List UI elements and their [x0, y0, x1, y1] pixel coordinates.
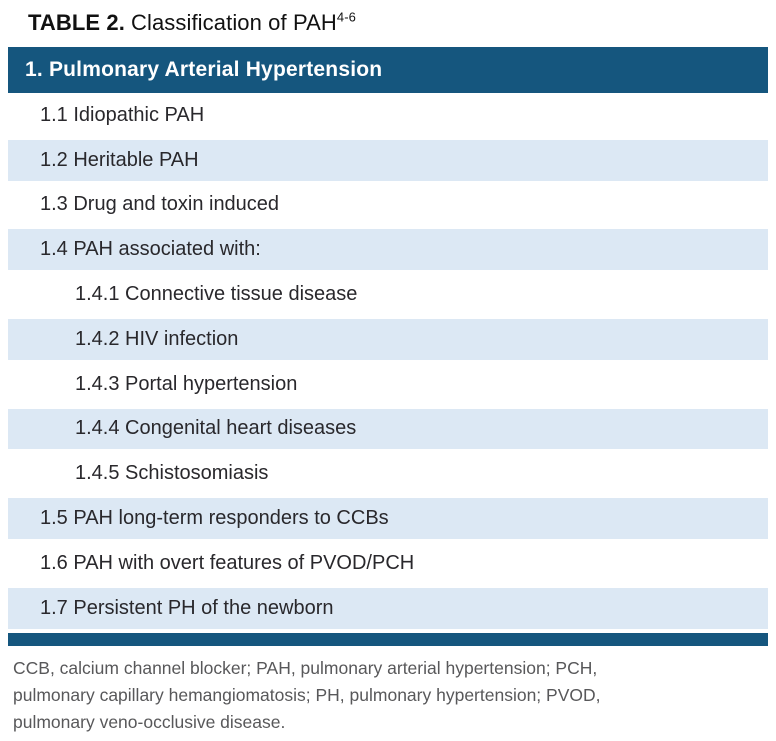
table-row: 1.7 Persistent PH of the newborn — [8, 585, 768, 631]
classification-table: 1. Pulmonary Arterial Hypertension 1.1 I… — [8, 47, 768, 646]
table-row: 1.2 Heritable PAH — [8, 137, 768, 183]
footnote-line: pulmonary capillary hemangiomatosis; PH,… — [13, 684, 601, 705]
table-row: 1.6 PAH with overt features of PVOD/PCH — [40, 551, 415, 574]
footnote-line: CCB, calcium channel blocker; PAH, pulmo… — [13, 657, 598, 678]
classification-rows: 1.1 Idiopathic PAH 1.2 Heritable PAH 1.3 D… — [8, 93, 768, 631]
table-footnote: CCB, calcium channel blocker; PAH, pulmo… — [13, 655, 766, 736]
table-row: 1.4.2 HIV infection — [8, 316, 768, 362]
table-title: TABLE 2. Classification of PAH4-6 — [28, 10, 776, 35]
table-title-reference-superscript: 4-6 — [336, 9, 356, 25]
table-row: 1.4.4 Congenital heart diseases — [8, 406, 768, 452]
table-row: 1.4.3 Portal hypertension — [75, 372, 298, 395]
table-row: 1.3 Drug and toxin induced — [40, 193, 280, 216]
footnote-line: pulmonary veno-occlusive disease. — [13, 711, 286, 732]
table-row: 1.4 PAH associated with: — [8, 227, 768, 273]
table-row: 1.5 PAH long-term responders to CCBs — [8, 496, 768, 541]
table-header-row: 1. Pulmonary Arterial Hypertension — [8, 47, 768, 93]
table-row: 1.4.5 Schistosomiasis — [75, 462, 269, 485]
table-title-text: Classification of PAH — [130, 10, 337, 35]
table-title-label: TABLE 2. — [28, 10, 125, 35]
table-figure: TABLE 2. Classification of PAH4-6 1. Pulm… — [0, 10, 776, 736]
table-row: 1.1 Idiopathic PAH — [40, 103, 205, 126]
table-bottom-rule — [8, 632, 768, 646]
table-row: 1.4.1 Connective tissue disease — [75, 283, 358, 306]
